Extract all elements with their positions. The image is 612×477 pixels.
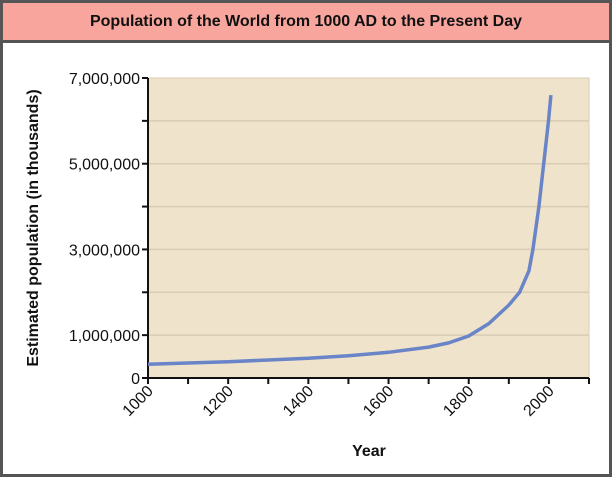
x-tick-label: 1600	[360, 383, 397, 420]
plot-area	[147, 77, 590, 379]
y-tick-label: 1,000,000	[69, 328, 140, 345]
x-tick-label: 1000	[120, 383, 157, 420]
x-axis-label: Year	[352, 443, 386, 460]
y-tick-label: 3,000,000	[69, 242, 140, 259]
y-tick-label: 7,000,000	[69, 71, 140, 88]
x-tick-label: 1200	[200, 383, 237, 420]
x-tick-label: 1800	[440, 383, 477, 420]
y-tick-label: 5,000,000	[69, 157, 140, 174]
x-tick-label: 1400	[280, 383, 317, 420]
series-line	[147, 94, 553, 367]
y-axis-label: Estimated population (in thousands)	[25, 89, 42, 366]
chart-title: Population of the World from 1000 AD to …	[3, 3, 609, 43]
x-tick-label: 2000	[521, 383, 558, 420]
y-tick-label: 0	[131, 371, 140, 388]
